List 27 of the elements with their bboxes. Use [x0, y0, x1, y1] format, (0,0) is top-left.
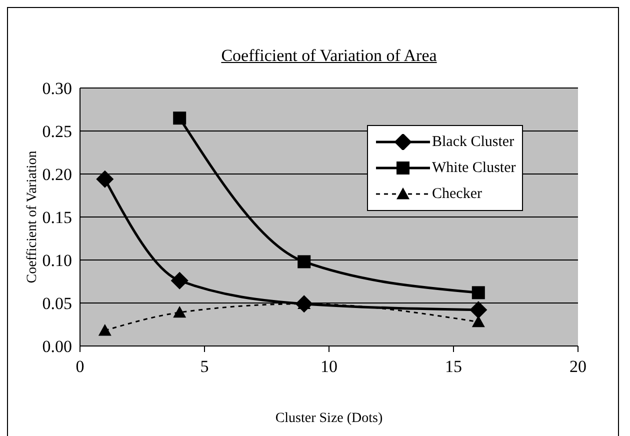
- x-tick-label: 15: [445, 357, 462, 376]
- point: [472, 315, 485, 328]
- y-axis-title: Coefficient of Variation: [25, 150, 41, 284]
- point: [170, 272, 188, 290]
- legend-label: Black Cluster: [432, 134, 514, 150]
- point: [98, 324, 112, 336]
- y-tick-label: 0.10: [42, 251, 72, 270]
- y-tick-label: 0.15: [42, 208, 72, 228]
- point: [298, 255, 311, 268]
- y-tick-label: 0.30: [42, 79, 72, 98]
- y-tick-label: 0.25: [42, 122, 72, 142]
- x-tick-label: 20: [570, 357, 586, 376]
- legend-label: White Cluster: [432, 160, 516, 176]
- chart-title: Coefficient of Variation of Area: [220, 46, 438, 66]
- x-tick-label: 5: [200, 357, 209, 376]
- y-tick-label: 0.20: [42, 165, 72, 184]
- x-tick-label: 10: [320, 357, 338, 376]
- x-tick-label: 0: [76, 357, 84, 376]
- point: [173, 112, 186, 125]
- x-axis-title: Cluster Size (Dots): [275, 411, 383, 426]
- y-tick-label: 0.05: [42, 294, 72, 314]
- y-tick-label: 0.00: [42, 337, 72, 356]
- point: [173, 306, 186, 318]
- legend-label: Checker: [432, 186, 482, 202]
- point: [96, 170, 114, 188]
- point: [472, 286, 485, 300]
- point: [470, 301, 488, 319]
